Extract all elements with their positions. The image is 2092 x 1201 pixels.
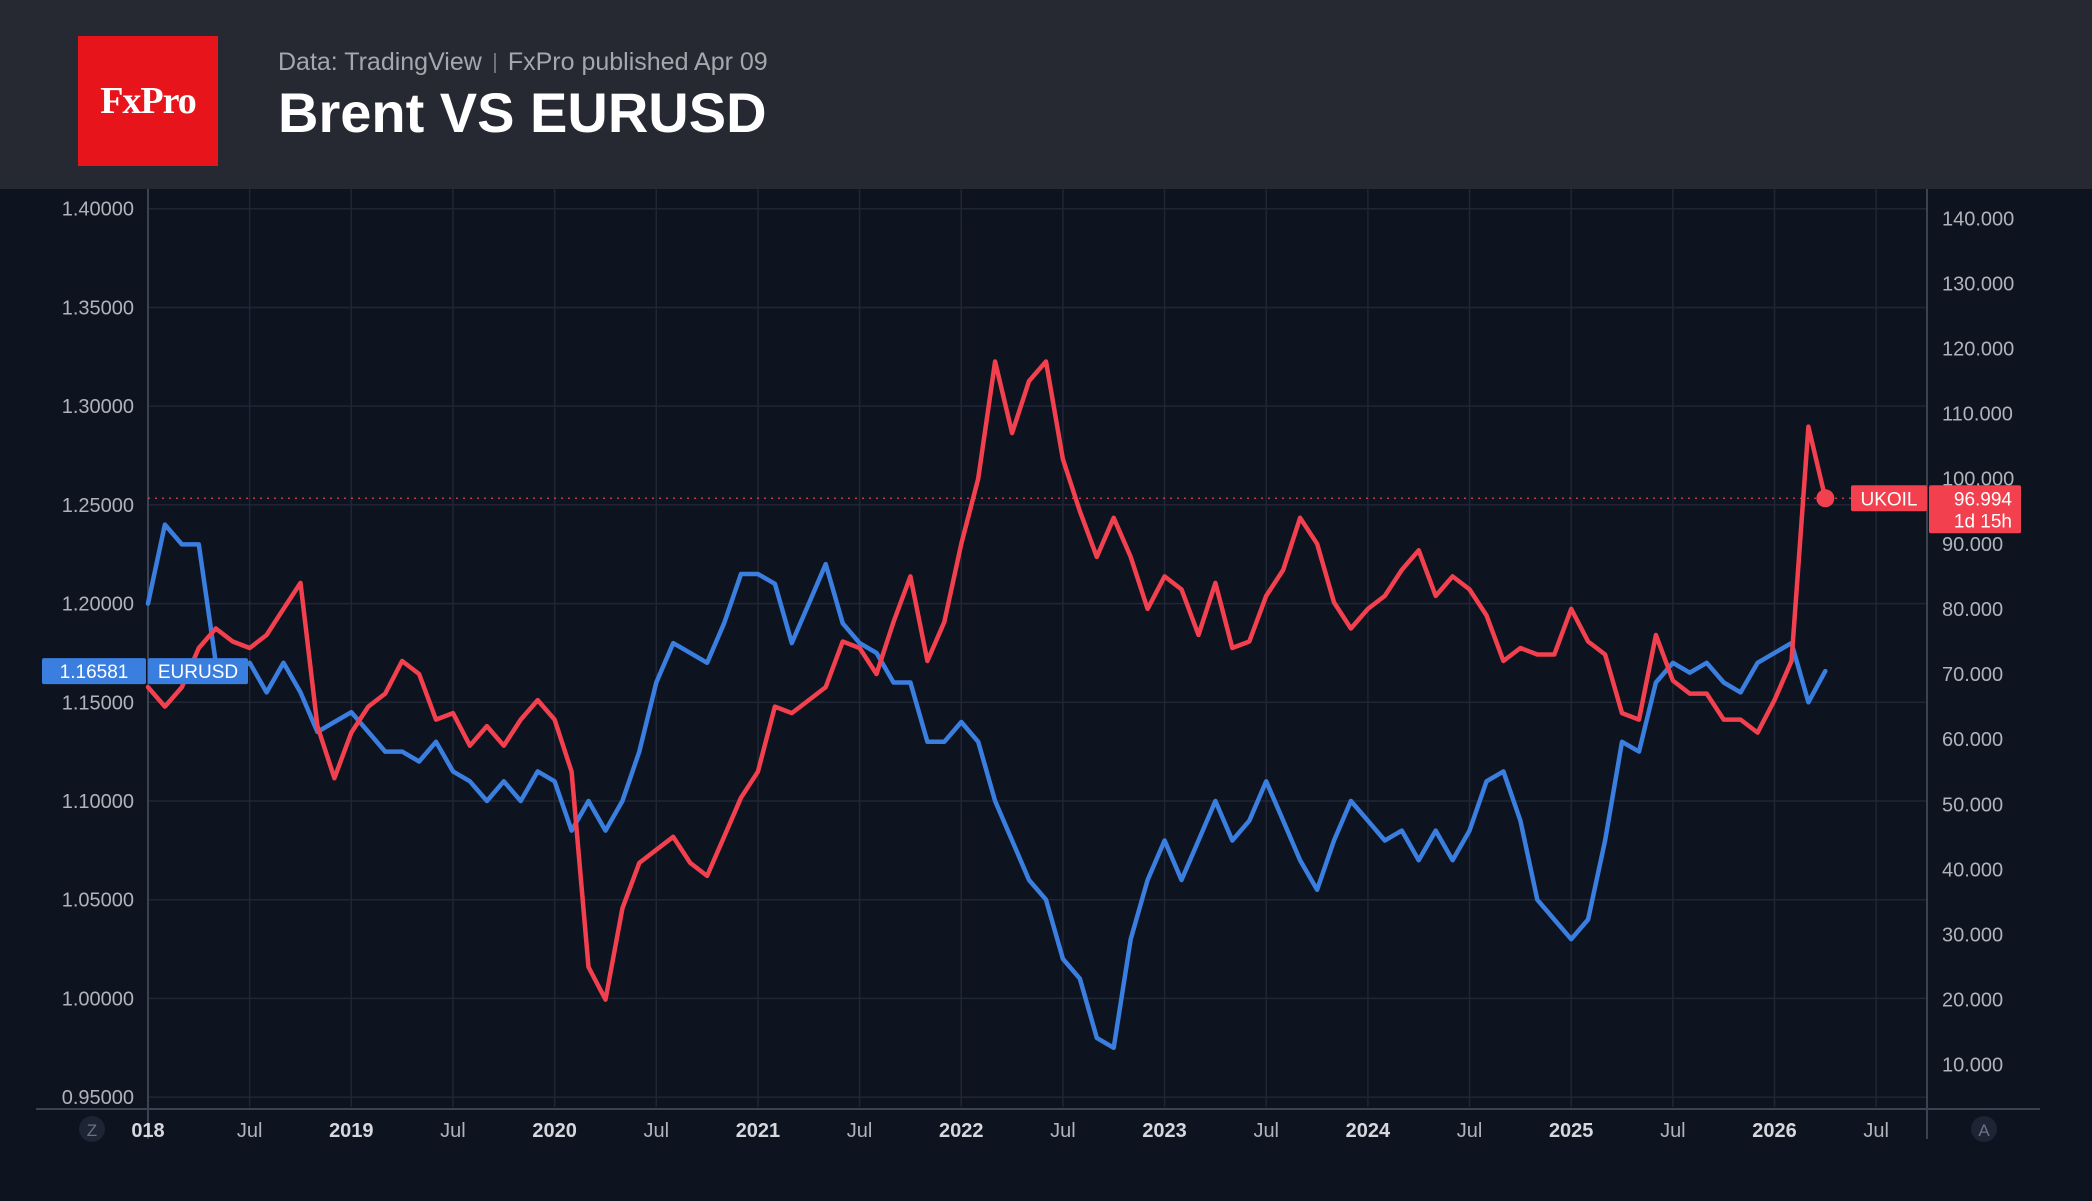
left-tick-label: 1.30000 [62,396,134,418]
grid [147,189,1927,1107]
axes [36,189,2040,1139]
chart-title: Brent VS EURUSD [278,81,767,144]
right-tick-label: 40.000 [1942,859,2003,881]
x-tick-label: Jul [1050,1120,1076,1142]
x-tick-label: 2026 [1752,1120,1797,1142]
fxpro-logo: FxPro [78,36,218,166]
right-tick-label: 70.000 [1942,664,2003,686]
x-tick-label: 2022 [939,1120,984,1142]
x-tick-label: 018 [131,1120,164,1142]
fxpro-logo-text: FxPro [100,80,197,122]
x-tick-label: 2020 [532,1120,577,1142]
ukoil-value-box [1929,485,2021,534]
ukoil-tag-box [1851,485,1927,512]
chart-svg[interactable]: 018 Jul 2019 Jul 2020 Jul 2021 Jul 2022 Jul 2023 Ju… [0,189,2092,1196]
a-corner-icon [1971,1116,1997,1142]
eurusd-tag-label: EURUSD [158,662,238,683]
right-tick-label: 90.000 [1942,534,2003,556]
z-corner-label: Z [87,1121,97,1140]
right-tick-label: 140.000 [1942,208,2014,230]
left-tick-label: 1.05000 [62,890,134,912]
chart-header: FxPro Data: TradingView FxPro published … [0,0,2092,189]
z-corner-icon [79,1116,105,1142]
right-tick-label: 120.000 [1942,339,2014,361]
right-tick-label: 10.000 [1942,1055,2003,1077]
right-tick-label: 50.000 [1942,794,2003,816]
right-tick-label: 20.000 [1942,990,2003,1012]
x-tick-label: 2023 [1142,1120,1187,1142]
x-tick-label: 2024 [1346,1120,1391,1142]
series-line-eurusd [145,522,1828,1051]
series-line-ukoil [145,359,1828,1002]
ukoil-tag-label: UKOIL [1860,489,1917,510]
x-tick-label: 2019 [329,1120,374,1142]
eurusd-tag-box [148,658,248,685]
ukoil-countdown: 1d 15h [1954,511,2012,532]
right-tick-label: 80.000 [1942,599,2003,621]
left-tick-label: 1.15000 [62,692,134,714]
left-tick-label: 1.20000 [62,594,134,616]
right-tick-label: 130.000 [1942,273,2014,295]
x-tick-label: Jul [440,1120,466,1142]
data-source: Data: TradingView [278,48,482,76]
x-tick-label: 2021 [736,1120,781,1142]
x-tick-label: Jul [643,1120,669,1142]
x-tick-label: Jul [1253,1120,1279,1142]
x-tick-label: Jul [847,1120,873,1142]
right-tick-label: 100.000 [1942,469,2014,491]
left-tick-label: 1.35000 [62,297,134,319]
left-tick-label: 0.95000 [62,1087,134,1109]
left-tick-label: 1.00000 [62,988,134,1010]
ukoil-last-point [1816,489,1835,508]
meta-separator [493,52,496,73]
x-tick-label: Jul [1863,1120,1889,1142]
chart-meta: Data: TradingView FxPro published Apr 09 [278,48,768,77]
right-tick-label: 60.000 [1942,729,2003,751]
published-date: FxPro published Apr 09 [507,48,768,76]
left-tick-label: 1.25000 [62,495,134,517]
x-tick-label: Jul [1457,1120,1483,1142]
x-tick-label: Jul [1660,1120,1686,1142]
left-tick-label: 1.40000 [62,199,134,221]
a-corner-label: A [1978,1121,1990,1140]
x-tick-label: Jul [237,1120,263,1142]
series-lines [145,359,1828,1051]
left-tick-label: 1.10000 [62,791,134,813]
eurusd-value-box [42,658,146,685]
chart-area[interactable]: 018 Jul 2019 Jul 2020 Jul 2021 Jul 2022 Jul 2023 Ju… [0,189,2092,1196]
ukoil-last-value: 96.994 [1954,489,2013,510]
right-tick-label: 30.000 [1942,924,2003,946]
x-tick-label: 2025 [1549,1120,1594,1142]
eurusd-last-value: 1.16581 [60,662,129,683]
right-tick-label: 110.000 [1942,404,2013,426]
axis-labels: 018 Jul 2019 Jul 2020 Jul 2021 Jul 2022 Jul 2023 Ju… [62,199,2014,1142]
